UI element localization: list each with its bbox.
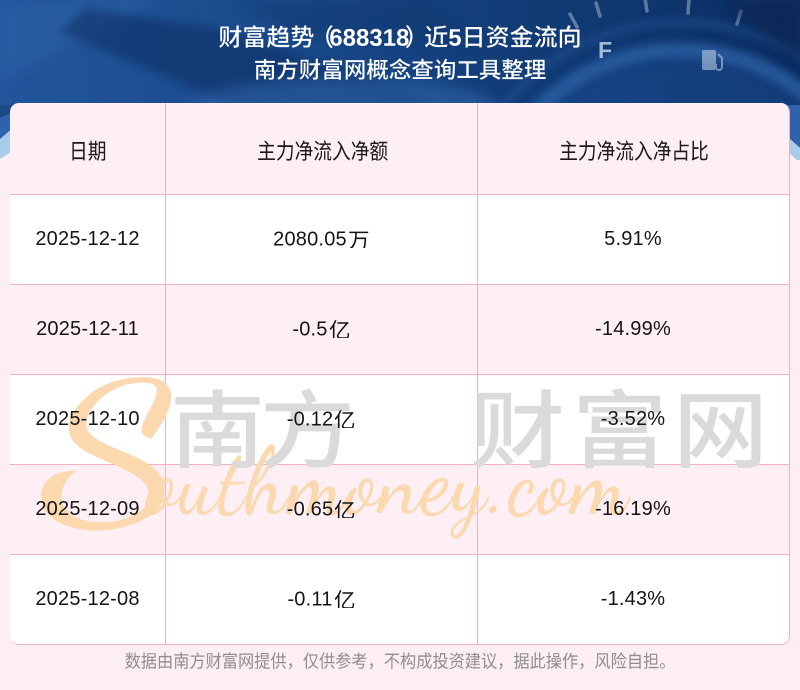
svg-text:F: F bbox=[598, 37, 612, 63]
